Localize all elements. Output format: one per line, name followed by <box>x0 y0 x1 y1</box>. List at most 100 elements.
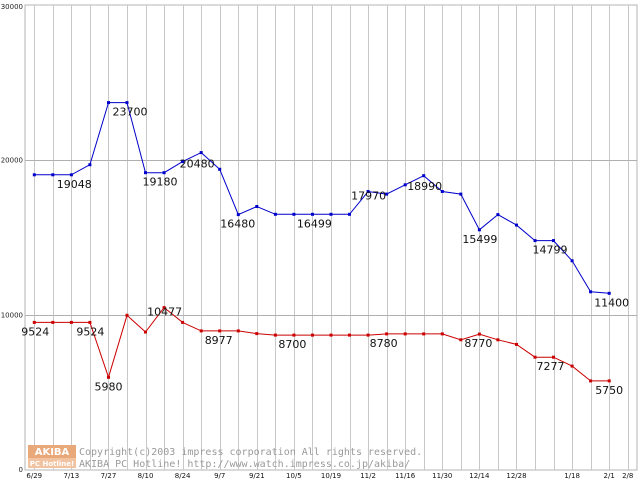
data-label: 9524 <box>76 325 104 338</box>
x-tick-label: 10/19 <box>321 472 341 480</box>
series-0-point <box>515 223 518 227</box>
x-tick-label: 12/28 <box>506 472 526 480</box>
series-1-point <box>422 332 426 336</box>
series-0-point <box>88 163 92 167</box>
x-tick-label: 10/5 <box>286 472 302 480</box>
series-1-point <box>51 320 55 324</box>
x-tick-label: 9/21 <box>249 472 265 480</box>
series-0-point <box>570 259 574 263</box>
series-0-point <box>107 101 110 105</box>
data-label: 5750 <box>595 384 623 397</box>
x-tick-label: 6/29 <box>26 472 42 480</box>
x-axis-ticks: 6/29 7/13 7/27 8/10 8/24 9/7 9/21 10/5 10/19 11/2… <box>26 472 633 480</box>
series-1-point <box>533 355 537 359</box>
series-0-point <box>422 174 426 178</box>
x-tick-label: 11/2 <box>360 472 376 480</box>
series-0-point <box>607 291 611 295</box>
series-0-point <box>329 212 333 216</box>
logo-bottom-text: PC Hotline! <box>30 460 74 468</box>
series-0-point <box>218 167 222 171</box>
series-0-point <box>311 212 314 216</box>
series-1-point <box>459 338 463 342</box>
data-label: 16480 <box>220 218 255 231</box>
series-1-point <box>311 333 314 337</box>
data-label: 14799 <box>533 244 568 257</box>
y-axis-ticks: 0 10000 20000 30000 <box>1 3 23 474</box>
x-tick-label: 9/7 <box>214 472 225 480</box>
series-1-point <box>218 329 222 333</box>
series-1-point <box>88 320 92 324</box>
series-0-point <box>348 212 351 216</box>
series-0-point <box>162 171 166 175</box>
y-tick-label: 0 <box>19 466 23 474</box>
y-tick-label: 10000 <box>1 312 23 320</box>
data-label: 10477 <box>147 306 182 319</box>
series-1-point <box>403 332 407 336</box>
grid-lines <box>24 4 638 471</box>
series-1-point <box>255 332 259 336</box>
series-0-point <box>292 212 296 216</box>
series-1-point <box>385 332 389 336</box>
series-1-point <box>32 320 36 324</box>
data-label: 19048 <box>57 178 92 191</box>
series-0-point <box>273 212 277 216</box>
data-label: 9524 <box>21 325 49 338</box>
series-1-line <box>34 306 610 382</box>
series-1-point <box>348 333 351 337</box>
x-tick-label: 8/10 <box>138 472 154 480</box>
series-0-point <box>533 239 537 243</box>
series-0-point <box>589 290 593 294</box>
data-label: 17970 <box>351 190 386 203</box>
series-1-point <box>366 333 370 337</box>
data-label: 8780 <box>370 337 398 350</box>
series-1-point <box>515 342 518 346</box>
series-1-point <box>589 379 593 383</box>
watermark: AKIBA PC Hotline! Copyright(c)2003 impre… <box>28 445 422 470</box>
series-1-point <box>292 333 296 337</box>
x-tick-label: 7/27 <box>101 472 117 480</box>
x-tick-label: 11/30 <box>432 472 452 480</box>
x-tick-label: 12/14 <box>469 472 490 480</box>
series-0-point <box>440 190 444 193</box>
series-1-point <box>69 320 73 324</box>
series-0-point <box>32 173 36 177</box>
series-1-point <box>162 306 166 310</box>
data-label: 8977 <box>205 334 233 347</box>
data-label: 23700 <box>113 106 148 119</box>
series-0-point <box>552 239 555 243</box>
series-1-point <box>236 329 240 333</box>
x-tick-label: 2/8 <box>622 472 633 480</box>
series-1-point <box>440 332 444 336</box>
data-label: 11400 <box>594 296 629 309</box>
data-label: 20480 <box>180 158 215 171</box>
y-tick-label: 30000 <box>1 3 23 11</box>
x-tick-label: 11/16 <box>395 472 416 480</box>
x-tick-label: 8/24 <box>175 472 191 480</box>
series-1-point <box>496 338 500 342</box>
series-1-point <box>181 320 185 324</box>
series-0-point <box>236 213 240 217</box>
series-1-point <box>329 333 333 337</box>
series-1-point <box>552 355 555 359</box>
data-label: 5980 <box>95 380 123 393</box>
series-1-point <box>125 313 129 317</box>
series-1-point <box>199 329 203 333</box>
akiba-logo: AKIBA PC Hotline! <box>28 445 76 468</box>
series-0-point <box>459 192 463 196</box>
series-0-point <box>144 171 147 175</box>
data-label: 8700 <box>278 338 306 351</box>
series-1-point <box>144 330 147 334</box>
series-1-point <box>607 379 611 383</box>
x-tick-label: 1/18 <box>564 472 580 480</box>
series-0-point <box>125 101 129 105</box>
series-0-point <box>51 173 55 177</box>
series-layer <box>32 101 611 383</box>
series-0-line <box>34 102 610 294</box>
x-tick-label: 2/1 <box>604 472 615 480</box>
series-0-point <box>366 190 370 193</box>
series-1-point <box>273 333 277 337</box>
series-0-point <box>496 213 500 217</box>
